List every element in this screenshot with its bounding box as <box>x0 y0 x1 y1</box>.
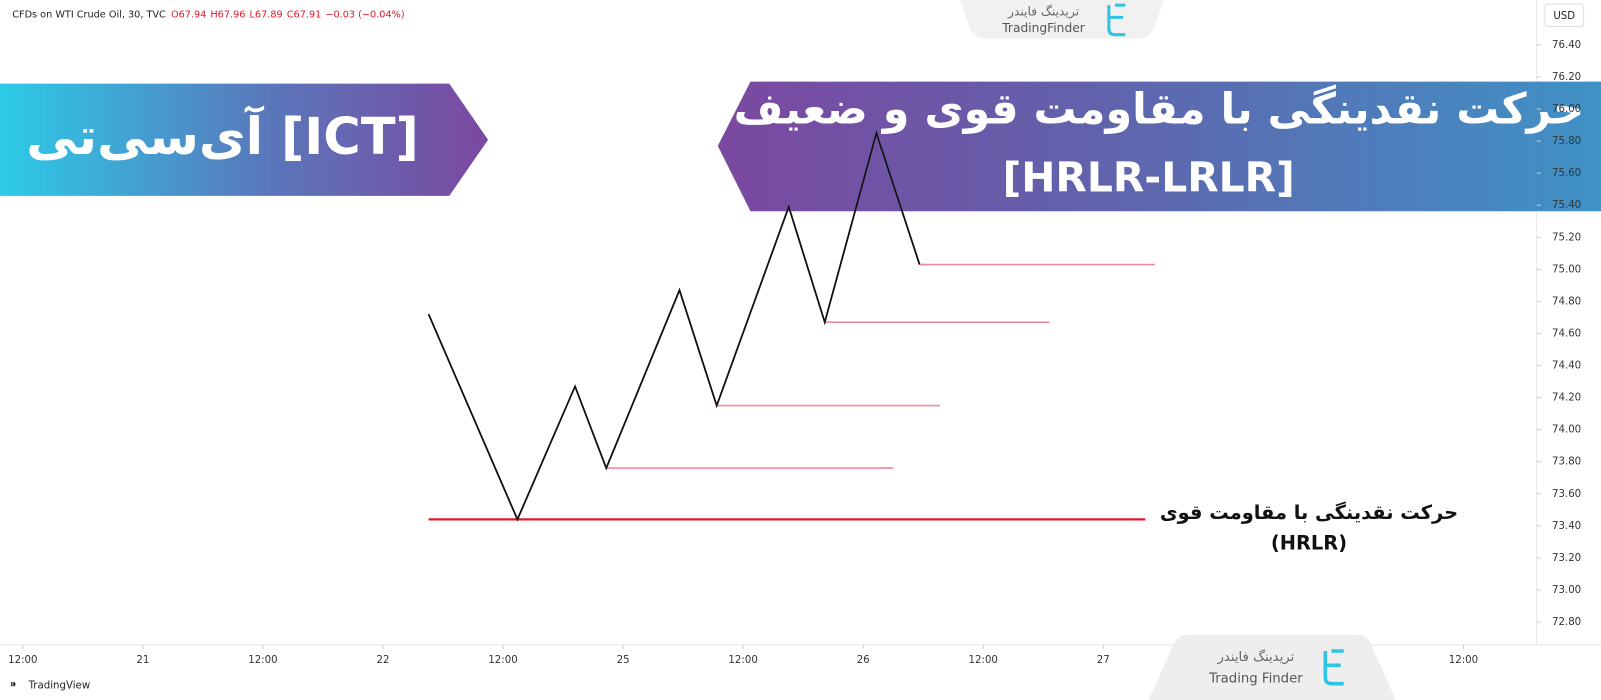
y-tick-label: 73.00 <box>1552 585 1581 596</box>
y-tick-label: 74.00 <box>1552 425 1581 436</box>
x-tick-label: 21 <box>136 655 149 666</box>
y-tick-label: 74.20 <box>1552 393 1581 404</box>
ohlc-value: C67.91 <box>287 9 322 20</box>
y-tick-label: 73.60 <box>1552 489 1581 500</box>
right-banner-subtitle: [HRLR-LRLR] <box>1003 154 1295 202</box>
x-tick-label: 25 <box>617 655 630 666</box>
tv-icon: ⁍ <box>10 678 16 692</box>
x-tick-label: 26 <box>857 655 870 666</box>
left-banner-title: آی‌سی‌تی [ICT] <box>26 104 419 167</box>
annotation: حرکت نقدینگی با مقاومت قوی <box>1160 501 1458 524</box>
y-tick-label: 73.20 <box>1552 553 1581 564</box>
footer-brand: TradingView <box>28 681 91 692</box>
right-banner-title: حرکت نقدینگی با مقاومت قوی و ضعیف <box>734 85 1584 135</box>
x-tick-label: 12:00 <box>248 655 277 666</box>
y-tick-label: 75.20 <box>1552 232 1581 243</box>
annotation: (HRLR) <box>1271 531 1347 554</box>
x-tick-label: 12:00 <box>488 655 517 666</box>
y-tick-label: 75.80 <box>1552 136 1581 147</box>
ohlc-change: −0.03 (−0.04%) <box>325 9 404 20</box>
y-tick-label: 76.00 <box>1552 104 1581 115</box>
symbol-header: CFDs on WTI Crude Oil, 30, TVC O67.94 H67.… <box>12 9 404 20</box>
y-tick-label: 72.80 <box>1552 617 1581 628</box>
x-tick-label: 22 <box>376 655 389 666</box>
banner-overlay <box>427 130 921 522</box>
symbol-title: CFDs on WTI Crude Oil, 30, TVC <box>12 9 166 20</box>
y-tick-label: 74.40 <box>1552 361 1581 372</box>
currency: USD <box>1553 11 1575 22</box>
y-tick-label: 75.40 <box>1552 200 1581 211</box>
x-tick-label: 12:00 <box>8 655 37 666</box>
x-tick-label: 12:00 <box>1449 655 1478 666</box>
logo-text-en: Trading Finder <box>1208 672 1303 687</box>
ohlc-value: H67.96 <box>210 9 245 20</box>
logo-icon <box>1323 649 1344 686</box>
price-line-overlay <box>427 130 921 522</box>
logo-text-fa: تریدینگ فایندر <box>1007 4 1079 20</box>
x-tick-label: 27 <box>1097 655 1110 666</box>
logo-plate <box>959 0 1164 39</box>
x-tick-label: 12:00 <box>969 655 998 666</box>
y-tick-label: 75.00 <box>1552 264 1581 275</box>
right-banner <box>717 81 1601 212</box>
y-tick-label: 73.80 <box>1552 457 1581 468</box>
logo-plate <box>1148 634 1396 700</box>
logo-text-en: TradingFinder <box>1001 21 1086 35</box>
ohlc-value: O67.94 <box>171 9 206 20</box>
currency-box <box>1544 3 1585 28</box>
ohlc-value: L67.89 <box>250 9 283 20</box>
left-banner <box>0 83 489 196</box>
logo-text-fa: تریدینگ فایندر <box>1216 649 1294 665</box>
y-tick-label: 76.20 <box>1552 72 1581 83</box>
y-tick-label: 73.40 <box>1552 521 1581 532</box>
y-tick-label: 76.40 <box>1552 40 1581 51</box>
y-tick-label: 74.80 <box>1552 296 1581 307</box>
y-tick-label: 74.60 <box>1552 328 1581 339</box>
logo-icon <box>1107 3 1126 37</box>
x-tick-label: 12:00 <box>728 655 757 666</box>
y-tick-label: 75.60 <box>1552 168 1581 179</box>
